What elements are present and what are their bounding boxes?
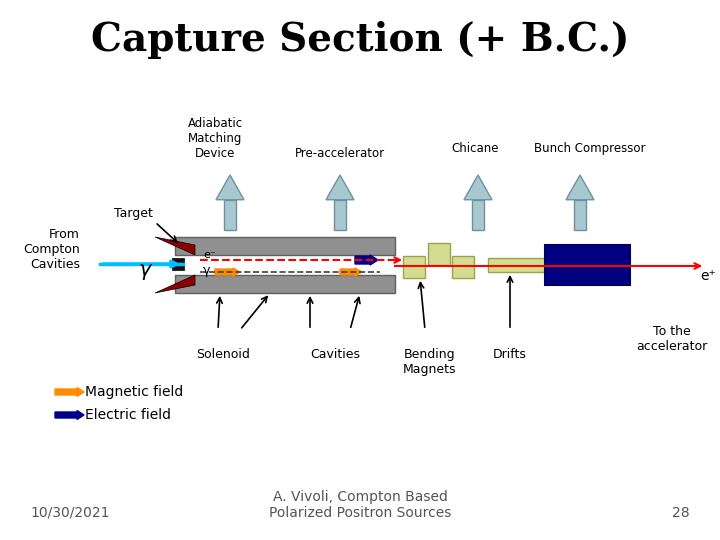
Text: Solenoid: Solenoid [196, 348, 250, 361]
Bar [488, 258, 548, 272]
Bar [545, 245, 630, 285]
Polygon shape [326, 175, 354, 200]
Polygon shape [224, 200, 236, 230]
Text: Magnetic field: Magnetic field [85, 385, 184, 399]
Text: 10/30/2021: 10/30/2021 [30, 506, 109, 520]
Bar [175, 237, 395, 255]
Text: e⁺: e⁺ [700, 269, 716, 283]
Text: From
Compton
Cavities: From Compton Cavities [23, 228, 80, 272]
Polygon shape [155, 237, 195, 255]
Polygon shape [566, 175, 594, 200]
Text: Pre-accelerator: Pre-accelerator [295, 147, 385, 160]
Text: e⁻: e⁻ [203, 250, 216, 260]
Polygon shape [472, 200, 485, 230]
Polygon shape [216, 175, 244, 200]
Text: Electric field: Electric field [85, 408, 171, 422]
Polygon shape [464, 175, 492, 200]
FancyArrow shape [55, 410, 84, 420]
Text: γ: γ [139, 260, 151, 280]
Bar [175, 275, 395, 293]
Polygon shape [333, 200, 346, 230]
Text: Bending
Magnets: Bending Magnets [403, 348, 456, 376]
Text: 28: 28 [672, 506, 690, 520]
Text: Drifts: Drifts [493, 348, 527, 361]
Text: Adiabatic
Matching
Device: Adiabatic Matching Device [187, 117, 243, 160]
FancyArrow shape [215, 268, 240, 276]
Text: Target: Target [114, 207, 153, 220]
FancyArrow shape [355, 255, 378, 265]
Bar [452, 256, 474, 278]
Text: Bunch Compressor: Bunch Compressor [534, 142, 646, 155]
Text: γ: γ [203, 264, 210, 277]
Text: A. Vivoli, Compton Based
Polarized Positron Sources: A. Vivoli, Compton Based Polarized Posit… [269, 490, 451, 520]
Polygon shape [574, 200, 586, 230]
Bar [428, 243, 450, 265]
Polygon shape [155, 275, 195, 293]
Text: Chicane: Chicane [451, 142, 499, 155]
Bar [172, 258, 184, 270]
Text: Cavities: Cavities [310, 348, 360, 361]
Text: Capture Section (+ B.C.): Capture Section (+ B.C.) [91, 21, 629, 59]
Bar [403, 256, 425, 278]
FancyArrow shape [55, 388, 84, 396]
Text: To the
accelerator: To the accelerator [636, 325, 708, 353]
FancyArrow shape [340, 268, 362, 276]
